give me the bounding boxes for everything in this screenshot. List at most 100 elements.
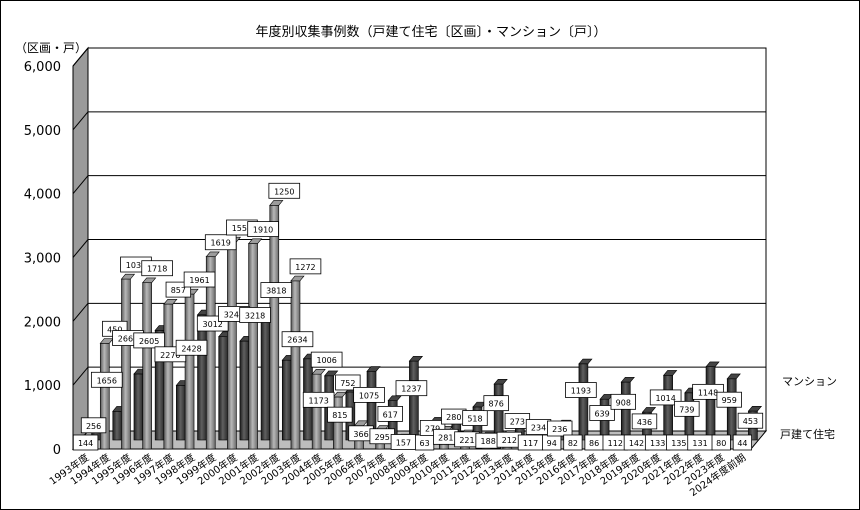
y-tick-label: 2,000 [24, 315, 61, 330]
y-tick-label: 1,000 [24, 379, 61, 394]
data-label-detached-house: 3818 [266, 287, 286, 296]
data-label-mansion-box [716, 391, 742, 408]
bar-mansion-cap [726, 373, 741, 380]
bar-mansion [260, 317, 271, 441]
data-label-detached-house-box [72, 434, 99, 451]
y-axis-unit-label: （区画・戸） [15, 41, 88, 55]
data-label-detached-house: 144 [78, 439, 93, 448]
y-tick-label: 4,000 [24, 188, 61, 203]
data-label-mansion: 1237 [401, 385, 421, 394]
bar-mansion-cap [705, 361, 720, 368]
bar-detached-house-cap [142, 277, 157, 284]
legend-detached-house: 戸建て住宅 [780, 428, 835, 441]
data-label-detached-house: 82 [568, 439, 578, 448]
data-label-mansion: 273 [510, 417, 525, 426]
data-label-mansion-box [141, 260, 173, 277]
data-label-mansion: 1014 [655, 394, 675, 403]
data-label-detached-house: 133 [650, 439, 665, 448]
data-label-detached-house: 221 [459, 436, 474, 445]
data-label-mansion: 1550 [232, 224, 252, 233]
data-label-mansion-box [353, 386, 385, 403]
data-label-mansion-box [335, 374, 361, 391]
bar-detached-house-cap [311, 369, 326, 375]
bar-detached-house-cap [290, 275, 305, 282]
data-label-mansion: 908 [616, 398, 631, 407]
data-label-mansion: 752 [340, 379, 355, 388]
data-label-detached-house-box [711, 434, 731, 451]
bar-mansion [176, 384, 186, 441]
data-label-detached-house: 281 [438, 433, 453, 442]
bar-detached-house-cap [269, 200, 284, 206]
data-label-mansion-box [395, 380, 428, 397]
data-label-detached-house: 135 [671, 439, 686, 448]
data-label-mansion-box [565, 382, 597, 398]
bar-mansion [493, 383, 504, 441]
chart-title: 年度別収集事例数（戸建て住宅〔区画〕・マンション〔戸〕） [255, 25, 607, 40]
bar-detached-house-cap [120, 273, 136, 280]
data-label-detached-house: 94 [547, 439, 557, 448]
data-label-detached-house: 295 [375, 433, 390, 442]
data-label-mansion: 1075 [359, 391, 379, 400]
data-label-mansion-box [589, 405, 615, 421]
data-label-mansion-box [737, 412, 764, 429]
data-label-detached-house: 188 [481, 437, 496, 446]
data-label-mansion: 617 [383, 410, 398, 419]
bar-detached-house-cap [163, 298, 178, 305]
bar-mansion [705, 366, 716, 441]
bar-mansion-cap [641, 407, 657, 413]
data-label-detached-house: 1656 [97, 376, 117, 385]
bar-mansion-cap [578, 358, 593, 365]
bar-detached-house [121, 278, 131, 450]
data-label-mansion: 518 [467, 415, 482, 424]
y-tick-label: 3,000 [24, 252, 61, 267]
data-label-detached-house-box [563, 434, 583, 451]
data-label-mansion: 279 [425, 424, 440, 433]
bar-mansion [578, 363, 589, 441]
data-label-detached-house: 86 [589, 439, 599, 448]
bar-detached-house-cap [247, 238, 263, 244]
y-tick-label: 5,000 [24, 124, 61, 139]
bar-mansion-cap [408, 355, 424, 362]
data-label-mansion: 1619 [211, 239, 231, 248]
data-label-detached-house-box [133, 332, 165, 349]
data-label-detached-house: 142 [629, 439, 644, 448]
data-label-mansion-box [80, 417, 107, 434]
bar-detached-house [248, 243, 258, 450]
data-label-detached-house: 117 [523, 439, 538, 448]
data-label-detached-house: 63 [420, 439, 430, 448]
data-label-mansion: 1035 [126, 261, 146, 270]
data-label-detached-house: 3243 [224, 310, 244, 319]
data-label-detached-house: 112 [608, 439, 623, 448]
bar-detached-house [269, 204, 280, 450]
bar-mansion [409, 360, 419, 441]
data-label-mansion-box [268, 182, 301, 199]
gridline-side [72, 303, 89, 322]
data-label-mansion-box [610, 393, 636, 410]
gridline-side [72, 239, 89, 258]
data-label-detached-house: 2663 [118, 335, 138, 344]
bar-detached-house [184, 293, 195, 450]
gridline-side [72, 111, 89, 131]
bar-detached-house [311, 373, 322, 450]
bar-detached-house-cap [332, 391, 347, 398]
gridline-side [72, 175, 89, 194]
data-label-detached-house: 1173 [308, 396, 328, 405]
data-label-detached-house: 212 [502, 436, 517, 445]
data-label-mansion-box [483, 395, 509, 412]
data-label-mansion: 1961 [189, 276, 209, 285]
data-label-detached-house-box [175, 339, 208, 356]
data-label-mansion-box [462, 410, 488, 426]
data-label-detached-house: 80 [716, 439, 726, 448]
data-label-mansion: 236 [552, 425, 567, 434]
data-label-detached-house: 2605 [139, 337, 159, 346]
bar-mansion-cap [663, 370, 678, 376]
data-label-mansion-box [631, 413, 658, 430]
bar-detached-house [290, 280, 301, 450]
data-label-detached-house: 3218 [245, 311, 265, 320]
data-label-mansion: 280 [446, 413, 461, 422]
bar-mansion [112, 410, 123, 441]
gridline-side [72, 366, 89, 386]
data-label-mansion: 256 [86, 422, 101, 431]
